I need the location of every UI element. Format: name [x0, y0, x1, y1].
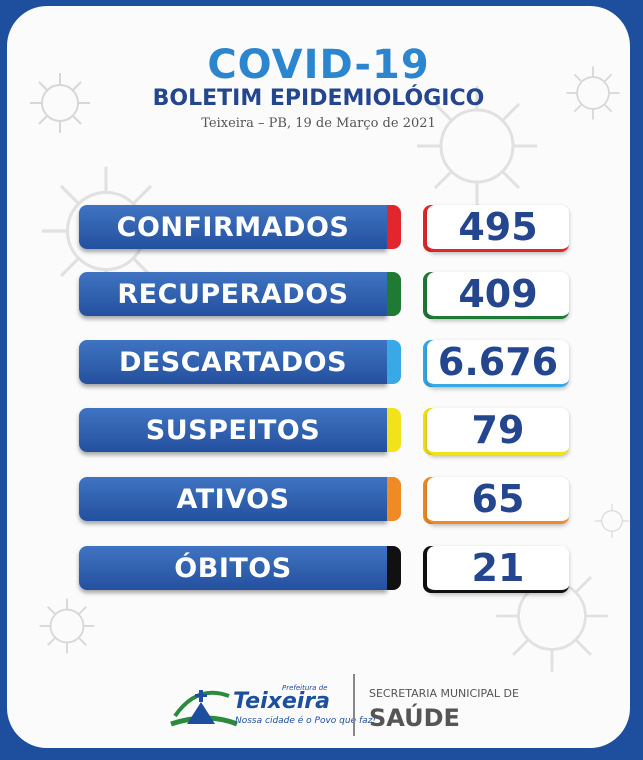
- secretariat-label: SECRETARIA MUNICIPAL DE: [369, 687, 519, 700]
- footer-divider: [353, 674, 355, 736]
- logo-name: Teixeira: [233, 689, 330, 714]
- prefeitura-logo: [170, 690, 238, 727]
- secretariat-name: SAÚDE: [369, 704, 460, 732]
- logo-prefix: Prefeitura de: [282, 684, 328, 692]
- stat-label: RECUPERADOS: [79, 272, 387, 316]
- stat-value: 409: [427, 272, 569, 319]
- stat-value: 495: [427, 205, 569, 252]
- stat-row-confirmados: CONFIRMADOS 495: [79, 205, 579, 257]
- page-title: COVID-19: [207, 42, 430, 88]
- stat-color-tab: [387, 408, 401, 452]
- stat-color-tab: [387, 477, 401, 521]
- stat-value: 6.676: [427, 340, 569, 387]
- stat-label: DESCARTADOS: [79, 340, 387, 384]
- page-subtitle: BOLETIM EPIDEMIOLÓGICO: [152, 86, 485, 111]
- stat-row-suspeitos: SUSPEITOS 79: [79, 408, 579, 460]
- virus-illustration-bottom-left: [39, 598, 95, 654]
- virus-illustration-upper-right: [417, 86, 537, 206]
- stat-row-recuperados: RECUPERADOS 409: [79, 272, 579, 324]
- stat-color-tab: [387, 546, 401, 590]
- stat-value: 79: [427, 408, 569, 455]
- virus-illustration-top-right: [566, 66, 620, 120]
- stat-row-obitos: ÓBITOS 21: [79, 546, 579, 598]
- stat-row-ativos: ATIVOS 65: [79, 477, 579, 529]
- stat-color-tab: [387, 272, 401, 316]
- dateline: Teixeira – PB, 19 de Março de 2021: [201, 116, 436, 131]
- virus-illustration-top-left: [30, 73, 90, 133]
- virus-illustration-mid-right: [594, 503, 630, 539]
- stat-row-descartados: DESCARTADOS 6.676: [79, 340, 579, 392]
- stat-color-tab: [387, 205, 401, 249]
- stat-label: ATIVOS: [79, 477, 387, 521]
- stat-label: ÓBITOS: [79, 546, 387, 590]
- stat-value: 21: [427, 546, 569, 593]
- bulletin-card: COVID-19 BOLETIM EPIDEMIOLÓGICO Teixeira…: [7, 6, 630, 748]
- logo-tagline: Nossa cidade é o Povo que faz!: [235, 716, 377, 726]
- stat-color-tab: [387, 340, 401, 384]
- stat-label: CONFIRMADOS: [79, 205, 387, 249]
- stat-value: 65: [427, 477, 569, 524]
- stat-label: SUSPEITOS: [79, 408, 387, 452]
